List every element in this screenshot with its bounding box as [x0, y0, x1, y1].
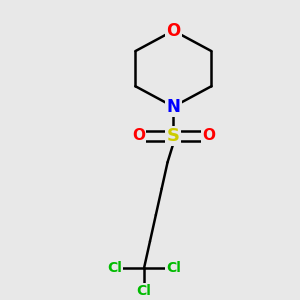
Text: O: O — [166, 22, 181, 40]
Text: O: O — [202, 128, 215, 143]
Text: Cl: Cl — [137, 284, 152, 298]
Text: N: N — [167, 98, 180, 116]
Text: O: O — [132, 128, 145, 143]
Text: S: S — [167, 127, 180, 145]
Text: Cl: Cl — [166, 261, 181, 274]
Text: Cl: Cl — [107, 261, 122, 274]
